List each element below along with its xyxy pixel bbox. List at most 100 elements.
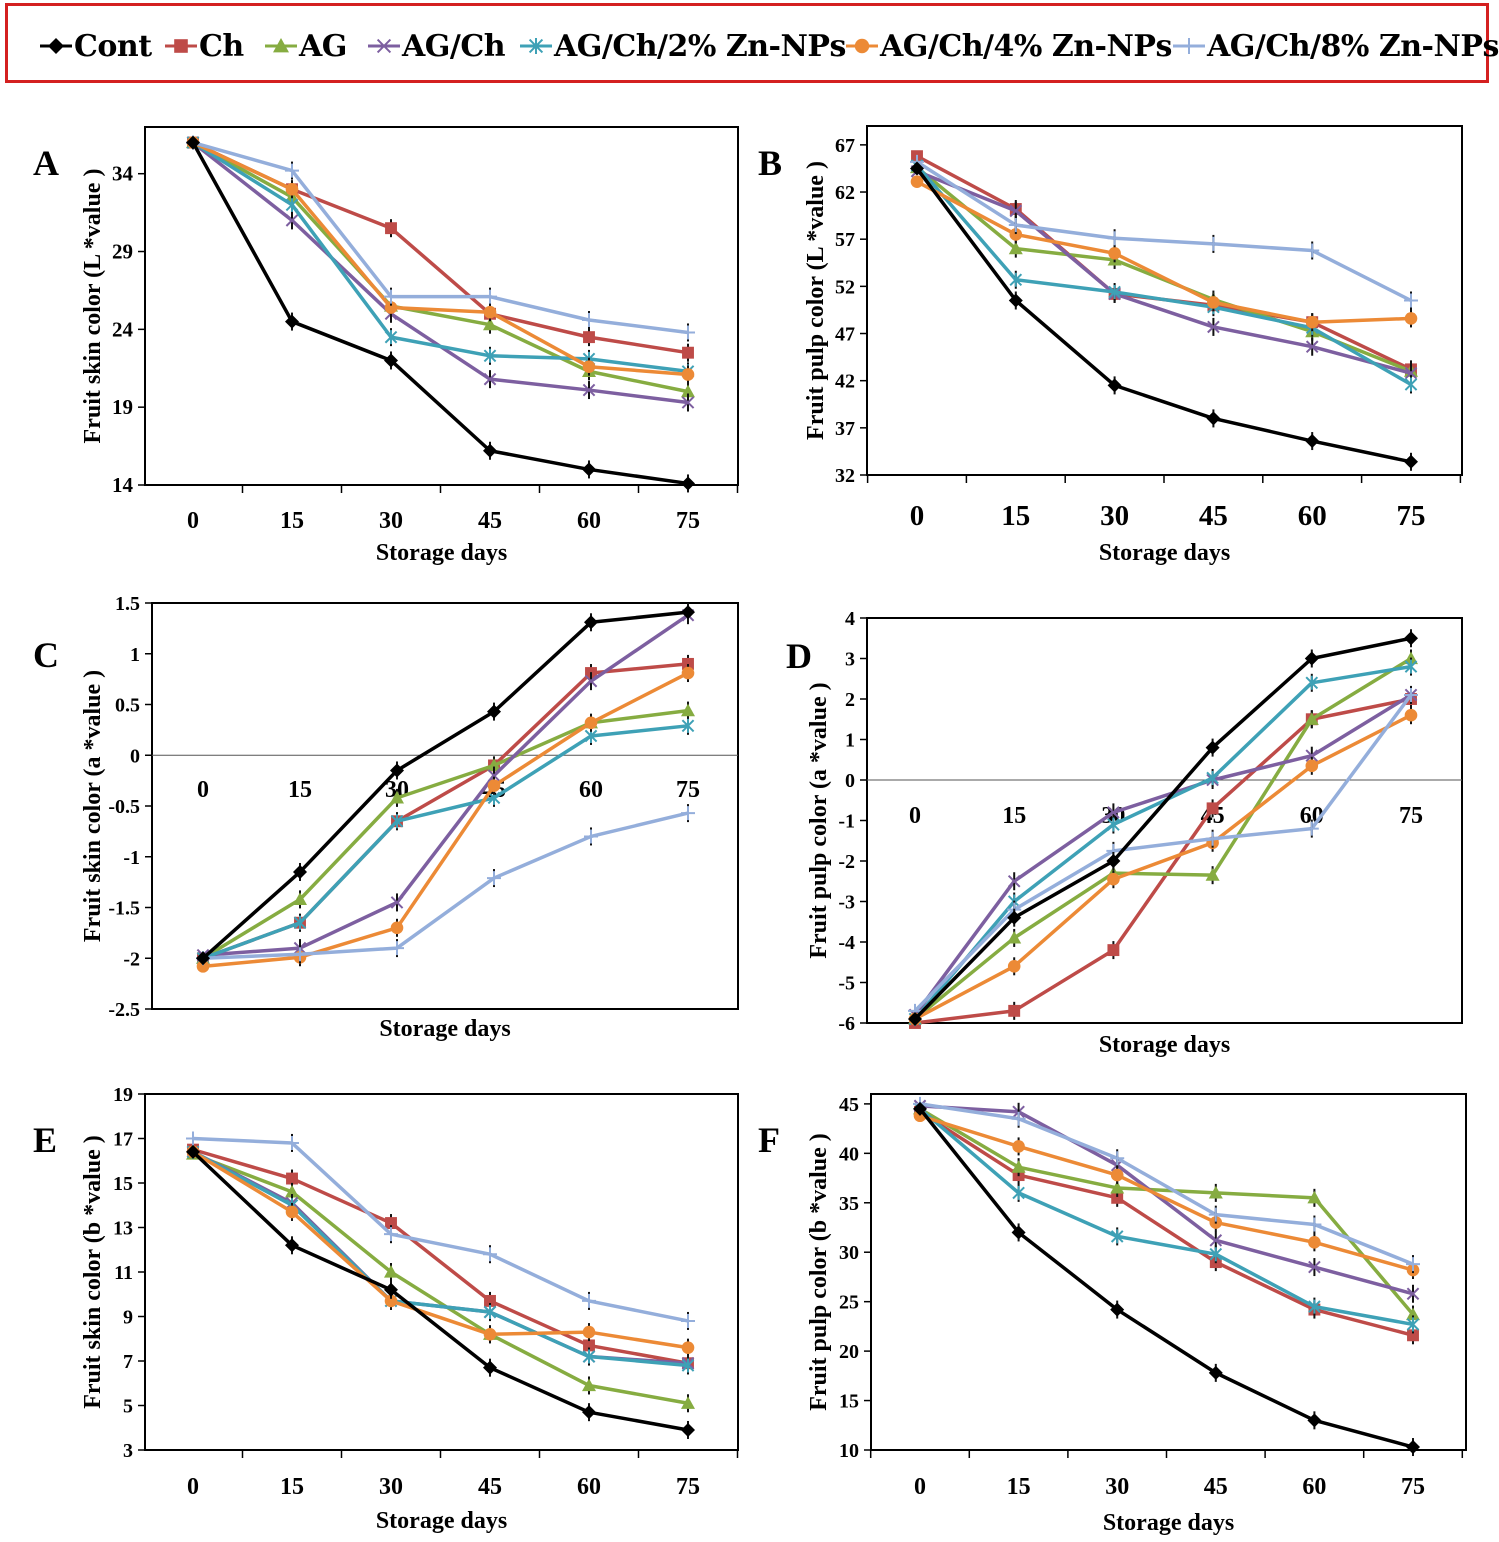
data-point-cont: [1208, 1365, 1223, 1380]
data-point-ag-ch: [582, 383, 596, 397]
data-point-cont: [681, 605, 695, 620]
series-cont: [186, 1144, 695, 1439]
data-point-ag-ch-2pct-zn-nps: [1108, 285, 1121, 300]
series-line-cont: [191, 1150, 689, 1432]
series-line-ag: [919, 1107, 1415, 1316]
x-tick-label: 60: [1298, 500, 1327, 532]
y-tick-label: 57: [835, 229, 855, 251]
data-point-ag-ch: [1009, 204, 1023, 218]
series-line-ag: [202, 708, 689, 960]
data-point-cont: [285, 314, 299, 329]
y-tick-label: 35: [839, 1193, 859, 1215]
data-point-ag-ch: [483, 372, 497, 386]
data-point-ag-ch-4pct-zn-nps: [584, 716, 598, 730]
x-tick-label: 15: [1007, 1474, 1031, 1500]
x-tick-label: 45: [478, 1474, 502, 1500]
data-point-cont: [384, 1282, 398, 1297]
data-point-ag-ch-2pct-zn-nps: [681, 718, 695, 733]
data-point-ag-ch-8pct-zn-nps: [483, 1247, 497, 1262]
data-point-cont: [1007, 910, 1022, 925]
plot-frame-e: [144, 1093, 739, 1451]
data-point-ch: [1111, 1191, 1124, 1204]
data-point-ag-ch-4pct-zn-nps: [1007, 960, 1021, 973]
data-point-ag: [285, 1184, 299, 1198]
panel-letter: A: [33, 143, 59, 183]
data-point-ag-ch-4pct-zn-nps: [681, 368, 695, 381]
x-tick-label: 0: [914, 1474, 926, 1500]
series-ag-ch-8pct-zn-nps: [186, 1131, 695, 1330]
series-line-ag-ch-2pct-zn-nps: [192, 1150, 689, 1368]
data-point-ag-ch-2pct-zn-nps: [1308, 1299, 1321, 1314]
series-line-ag-ch: [913, 693, 1412, 1016]
data-point-ag-ch-8pct-zn-nps: [582, 1293, 596, 1308]
series-line-ag-ch-4pct-zn-nps: [914, 713, 1412, 1021]
chart-panel-f: 10 15 20 25 30 35 40 45 0 15 30 45 60 75 Storage days F…: [758, 1093, 1467, 1536]
legend-label-cont: Cont: [74, 28, 152, 64]
y-tick-label: -1: [838, 811, 855, 833]
series-line-ag-ch-8pct-zn-nps: [192, 140, 689, 335]
series-line-ag-ch-4pct-zn-nps: [916, 180, 1412, 324]
data-point-ag: [1008, 241, 1023, 255]
data-point-ag-ch-8pct-zn-nps: [483, 289, 497, 304]
chart-panel-b: 32 37 42 47 52 57 62 67 0 15 30 45 60 75 Storage days F…: [758, 125, 1463, 566]
data-point-ag-ch-8pct-zn-nps: [1307, 1217, 1322, 1232]
series-line-ag-ch: [202, 613, 689, 957]
data-point-ag-ch-2pct-zn-nps: [1305, 675, 1319, 690]
legend: Cont Ch AG AG/Ch AG/Ch/2% Zn-NPs AG/Ch/4% Zn-…: [5, 3, 1499, 83]
data-point-ag-ch-2pct-zn-nps: [483, 1305, 497, 1320]
y-tick-label: 5: [123, 1396, 133, 1418]
plot-frame-a: [144, 126, 739, 486]
data-point-ag: [293, 892, 307, 905]
y-tick-label: 7: [123, 1351, 133, 1373]
y-tick-label: 13: [113, 1218, 133, 1240]
data-point-cont: [1205, 740, 1220, 755]
y-axis-title: Fruit pulp color (a *value ): [806, 682, 832, 958]
y-tick-label: 15: [839, 1391, 859, 1413]
y-tick-label: 34: [112, 162, 134, 186]
legend-marker-ch: [165, 39, 197, 53]
y-tick-label: 62: [835, 182, 855, 204]
x-axis-title: Storage days: [376, 540, 507, 566]
y-tick-label: 15: [113, 1173, 133, 1195]
data-point-ag-ch-8pct-zn-nps: [384, 1227, 398, 1242]
data-point-cont: [293, 864, 307, 879]
x-tick-label: 0: [909, 803, 921, 829]
data-point-ag-ch-8pct-zn-nps: [1404, 293, 1418, 308]
data-point-ag-ch-4pct-zn-nps: [1404, 708, 1418, 722]
x-tick-label: 30: [379, 1474, 403, 1500]
data-point-ag-ch-4pct-zn-nps: [285, 182, 299, 196]
data-point-ch: [1206, 802, 1219, 815]
data-point-ag-ch-8pct-zn-nps: [285, 1135, 299, 1150]
series-line-ch: [914, 697, 1412, 1025]
data-point-ag-ch-8pct-zn-nps: [1305, 243, 1320, 258]
data-point-ag-ch-4pct-zn-nps: [582, 360, 596, 374]
data-point-ag-ch-2pct-zn-nps: [293, 915, 307, 930]
series-line-ag-ch-8pct-zn-nps: [913, 693, 1413, 1013]
data-point-ch: [682, 657, 694, 670]
data-point-ag-ch: [1308, 1260, 1321, 1274]
legend-item-ag-ch-4pct-zn-nps: AG/Ch/4% Zn-NPs: [844, 28, 1172, 64]
data-point-ag-ch-2pct-zn-nps: [1206, 770, 1219, 785]
data-point-ag: [1406, 1307, 1420, 1321]
data-point-ch: [583, 1339, 595, 1352]
y-tick-label: 37: [835, 418, 855, 440]
data-point-ag-ch-2pct-zn-nps: [1209, 1247, 1223, 1262]
data-point-ag: [681, 1396, 695, 1409]
data-point-ag-ch-4pct-zn-nps: [1404, 312, 1418, 325]
y-tick-label: -2: [838, 851, 855, 873]
y-axis-title: Fruit skin color (b *value ): [80, 1135, 106, 1409]
x-tick-label: 15: [288, 777, 312, 803]
series-line-ag-ch: [916, 169, 1412, 375]
data-point-ag-ch: [285, 214, 299, 227]
x-tick-label: 60: [577, 1474, 601, 1500]
y-tick-label: 24: [112, 317, 134, 341]
y-tick-label: 10: [839, 1440, 859, 1462]
legend-item-ch: Ch: [163, 28, 244, 64]
data-point-cont: [908, 1011, 922, 1026]
chart-panel-a: 14 19 24 29 34 0 15 30 45 60 75 Storage days Fruit s…: [33, 126, 739, 566]
y-tick-label: 0: [130, 745, 140, 767]
series-ag: [913, 1101, 1420, 1324]
y-tick-label: 3: [845, 649, 855, 671]
y-tick-label: -2: [123, 948, 140, 970]
data-point-ag-ch: [584, 674, 598, 688]
